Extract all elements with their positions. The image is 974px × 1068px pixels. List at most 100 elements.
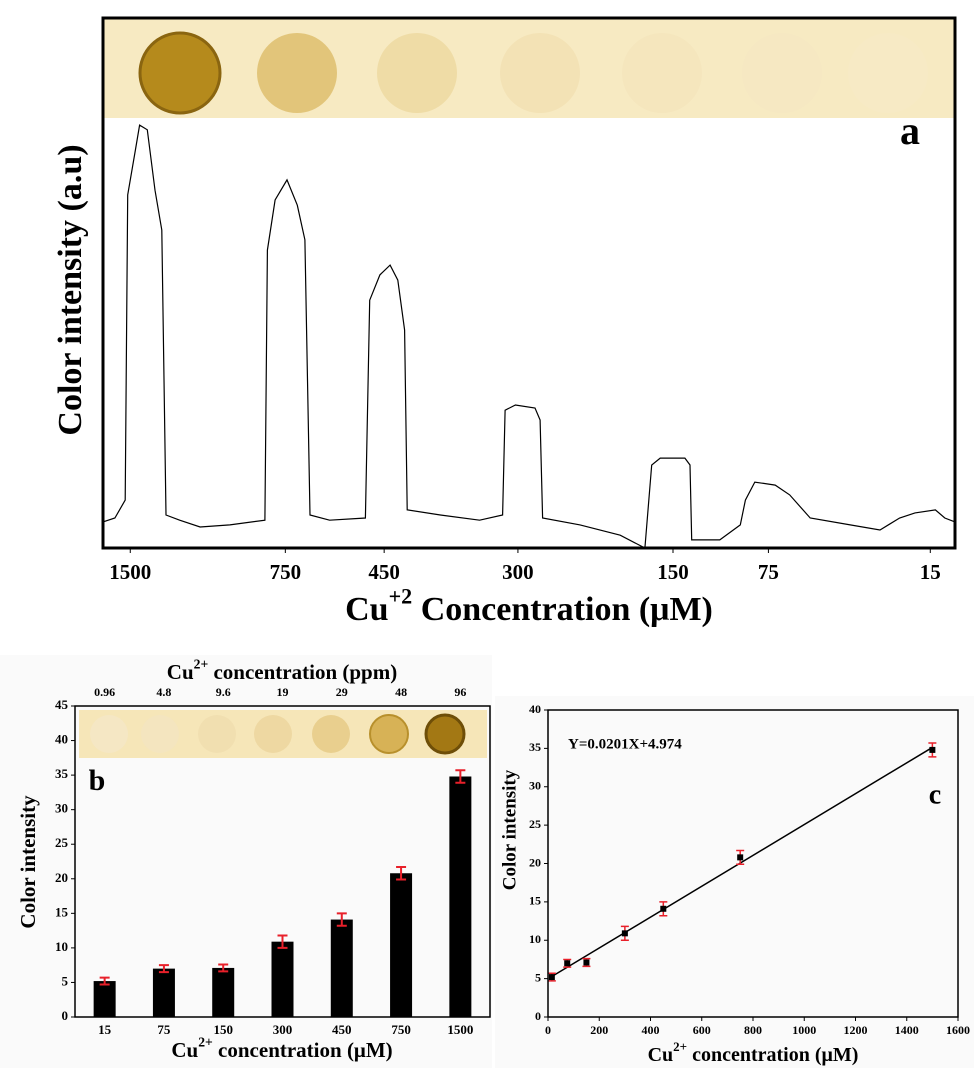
x-tick-label: 450: [332, 1022, 352, 1037]
y-tick-label: 35: [529, 740, 541, 754]
x-axis-title-base: Cu: [171, 1038, 198, 1062]
panel-letter: a: [900, 108, 920, 153]
x-tick-label: 75: [758, 560, 779, 584]
y-tick-label: 35: [55, 766, 69, 781]
x-axis-title: Cu2+ concentration (μM): [648, 1039, 859, 1066]
y-tick-label: 20: [529, 855, 541, 869]
x-tick-label: 1200: [844, 1023, 868, 1037]
fit-equation: Y=0.0201X+4.974: [568, 736, 682, 752]
y-tick-label: 15: [55, 904, 69, 919]
x2-axis-title-sup: 2+: [194, 657, 209, 672]
strip-b: [79, 710, 487, 758]
x2-axis-title-rest: concentration (ppm): [208, 660, 397, 684]
bar: [93, 981, 116, 1017]
error-bar: [336, 912, 347, 927]
error-bar: [218, 963, 229, 973]
panel-letter: b: [89, 764, 106, 797]
x2-tick-label: 4.8: [156, 685, 171, 699]
y-tick-label: 25: [55, 835, 69, 850]
point: [737, 854, 744, 861]
fit-line: [551, 746, 933, 978]
y-tick-label: 25: [529, 817, 541, 831]
x-tick-label: 600: [693, 1023, 711, 1037]
x-tick-label: 150: [657, 560, 689, 584]
point: [548, 974, 555, 981]
y-tick-label: 45: [55, 697, 69, 712]
bar: [449, 776, 472, 1017]
x-tick-label: 800: [744, 1023, 762, 1037]
x-axis-title: Cu+2 Concentration (μM): [345, 583, 713, 627]
bar: [390, 873, 413, 1017]
plot-frame: [74, 705, 491, 1018]
error-bar: [455, 769, 466, 784]
x-axis-title-sup: 2+: [673, 1039, 687, 1054]
point: [621, 930, 628, 937]
point: [583, 959, 590, 966]
y-tick-label: 0: [535, 1009, 541, 1023]
x-tick-label: 1500: [109, 560, 151, 584]
y-tick-label: 15: [529, 894, 541, 908]
x2-tick-label: 0.96: [94, 685, 115, 699]
x-axis-title-base: Cu: [345, 591, 388, 628]
y-axis-title: Color intensity: [16, 795, 40, 929]
x-tick-label: 15: [98, 1022, 112, 1037]
x-axis-title-sup: +2: [389, 583, 413, 608]
x-tick-label: 1400: [895, 1023, 919, 1037]
y-axis-title: Color intensity: [499, 769, 520, 890]
y-tick-label: 30: [55, 801, 68, 816]
x2-tick-label: 48: [395, 685, 407, 699]
x2-tick-label: 96: [454, 685, 466, 699]
x2-tick-label: 29: [336, 685, 348, 699]
x-axis-title-rest: Concentration (μM): [412, 591, 713, 628]
y-tick-label: 10: [55, 939, 68, 954]
x-tick-label: 1600: [946, 1023, 970, 1037]
y-axis-title: Color intensity (a.u): [52, 144, 89, 435]
y-tick-label: 40: [55, 732, 68, 747]
x-tick-label: 150: [213, 1022, 233, 1037]
point: [660, 905, 667, 912]
x-axis-title: Cu2+ concentration (μM): [171, 1035, 392, 1062]
x-axis-title-rest: concentration (μM): [213, 1038, 393, 1062]
error-bar: [158, 964, 169, 974]
x-axis-title-sup: 2+: [198, 1035, 213, 1050]
x-tick-label: 0: [545, 1023, 551, 1037]
x2-tick-label: 19: [277, 685, 289, 699]
x2-axis-title-base: Cu: [167, 660, 194, 684]
plot-frame: [547, 709, 959, 1018]
y-tick-label: 0: [62, 1008, 69, 1023]
x-axis-title-base: Cu: [648, 1044, 674, 1066]
profile-line: [102, 124, 956, 549]
bar: [271, 941, 294, 1017]
x2-tick-label: 9.6: [216, 685, 231, 699]
y-tick-label: 5: [62, 973, 69, 988]
point: [929, 746, 936, 753]
x-tick-label: 1000: [792, 1023, 816, 1037]
error-bar: [277, 934, 288, 949]
x-tick-label: 300: [273, 1022, 293, 1037]
panel-letter: c: [929, 779, 941, 810]
y-tick-label: 10: [529, 932, 541, 946]
x-tick-label: 15: [920, 560, 941, 584]
error-bar: [99, 976, 110, 986]
x-tick-label: 450: [368, 560, 400, 584]
y-tick-label: 20: [55, 870, 68, 885]
bar: [212, 967, 235, 1017]
x-tick-label: 1500: [447, 1022, 473, 1037]
y-tick-label: 40: [529, 702, 541, 716]
panel-c-bg: [495, 696, 974, 1068]
strip-a: [103, 18, 955, 118]
x-tick-label: 400: [642, 1023, 660, 1037]
point: [564, 960, 571, 967]
x2-axis-title: Cu2+ concentration (ppm): [167, 657, 397, 684]
x-tick-label: 300: [502, 560, 534, 584]
x-tick-label: 75: [157, 1022, 171, 1037]
x-tick-label: 200: [590, 1023, 608, 1037]
bar: [152, 968, 175, 1017]
y-tick-label: 5: [535, 970, 541, 984]
x-tick-label: 750: [270, 560, 302, 584]
bar: [330, 919, 353, 1017]
plot-frame: [101, 16, 957, 550]
y-tick-label: 30: [529, 779, 541, 793]
x-axis-title-rest: concentration (μM): [687, 1044, 858, 1066]
